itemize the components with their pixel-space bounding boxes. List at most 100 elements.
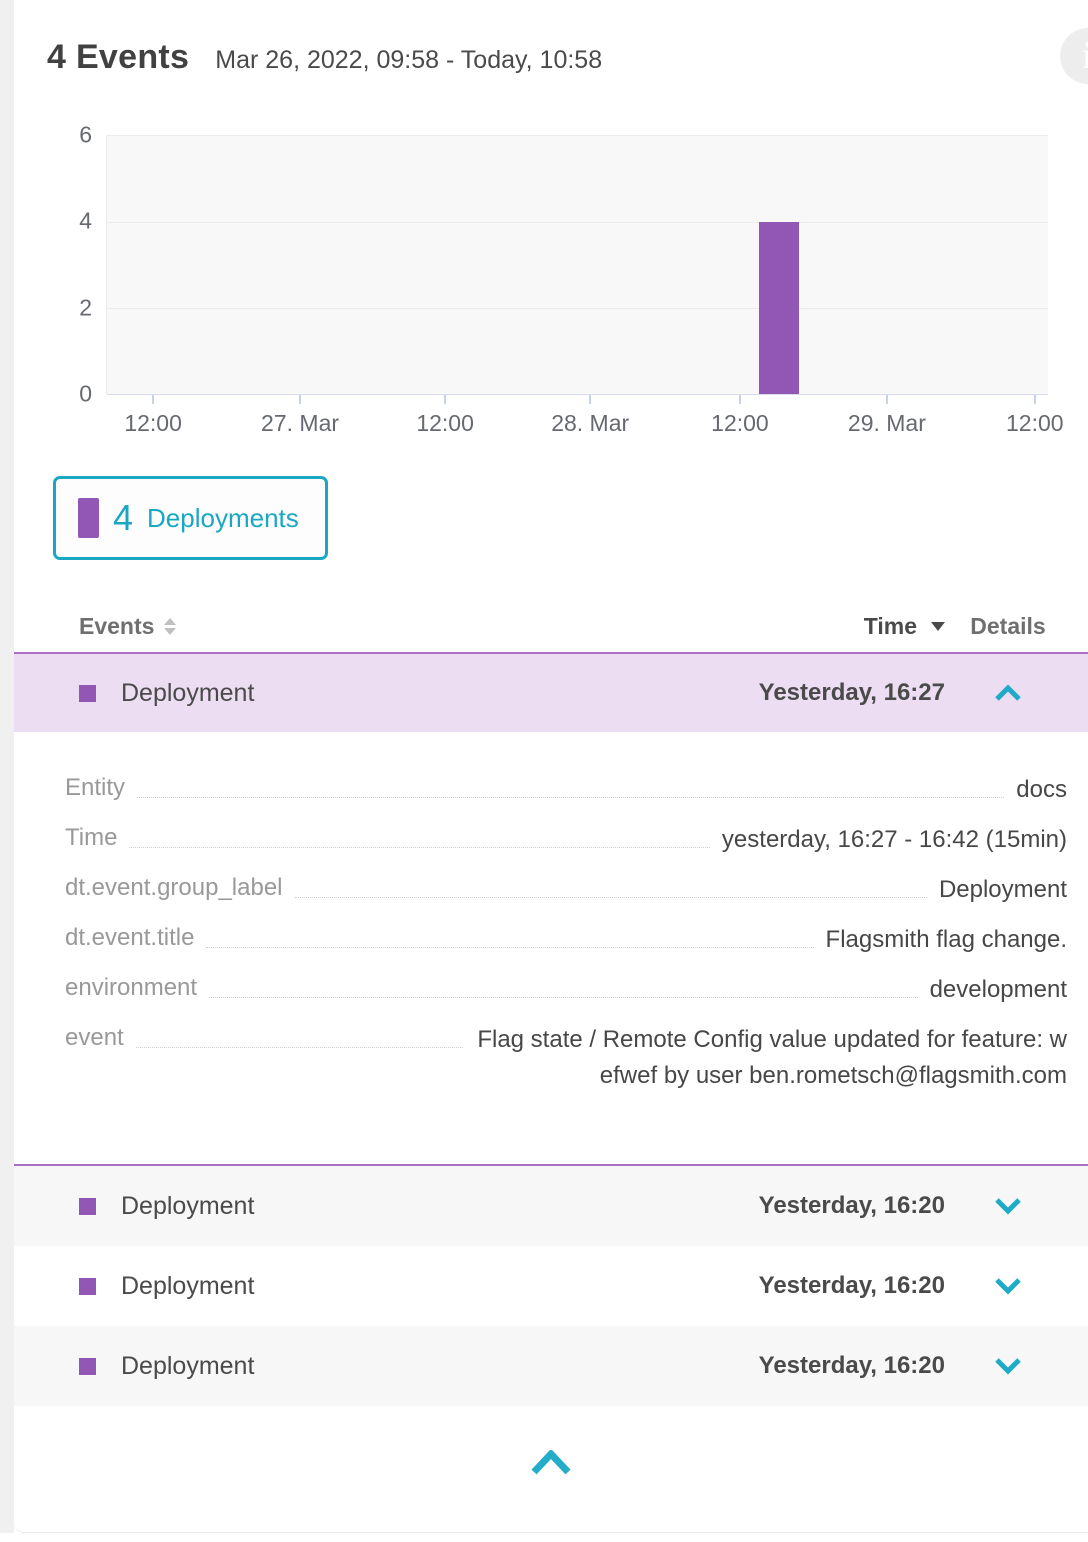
detail-label: environment bbox=[65, 974, 198, 1001]
events-panel: i 4 Events Mar 26, 2022, 09:58 - Today, … bbox=[14, 0, 1088, 1533]
collapse-area bbox=[14, 1444, 1088, 1485]
detail-row: dt.event.group_label Deployment bbox=[65, 872, 1067, 908]
events-table: Events Time Details Deployment Yesterday… bbox=[14, 600, 1088, 1406]
event-cell: Deployment bbox=[79, 679, 719, 708]
legend-label: Deployments bbox=[147, 502, 299, 533]
detail-row: dt.event.title Flagsmith flag change. bbox=[65, 922, 1067, 958]
x-tick-label: 12:00 bbox=[124, 410, 182, 436]
event-time: Yesterday, 16:27 bbox=[758, 679, 945, 706]
event-type-label: Deployment bbox=[121, 678, 255, 707]
y-tick-label: 6 bbox=[79, 121, 92, 148]
gridline bbox=[107, 308, 1048, 310]
details-cell bbox=[949, 1357, 1067, 1375]
legend-deployments[interactable]: 4 Deployments bbox=[53, 476, 328, 560]
detail-label: event bbox=[65, 1024, 124, 1051]
detail-label: dt.event.group_label bbox=[65, 874, 283, 901]
table-row[interactable]: Deployment Yesterday, 16:20 bbox=[14, 1326, 1088, 1406]
event-time: Yesterday, 16:20 bbox=[758, 1352, 945, 1379]
chevron-down-icon[interactable] bbox=[994, 1197, 1022, 1215]
detail-value: Deployment bbox=[938, 876, 1067, 903]
detail-value: Flagsmith flag change. bbox=[825, 926, 1067, 953]
event-details-section: Entity docs Time yesterday, 16:27 - 16:4… bbox=[14, 732, 1088, 1166]
chevron-up-icon[interactable] bbox=[994, 684, 1022, 702]
detail-value: development bbox=[929, 976, 1067, 1003]
x-tick-label: 29. Mar bbox=[847, 410, 926, 436]
sort-asc-icon bbox=[164, 617, 177, 625]
details-cell bbox=[949, 1277, 1067, 1295]
deployment-square-icon bbox=[79, 684, 96, 702]
x-tick-mark bbox=[738, 395, 741, 404]
detail-label: dt.event.title bbox=[65, 924, 195, 951]
x-tick-mark bbox=[152, 395, 155, 404]
events-timeline-chart: 0 2 4 6 12:00 27. Mar 12:00 28. Mar 12:00 29. Ma… bbox=[79, 122, 1063, 437]
sort-desc-icon bbox=[164, 627, 177, 635]
panel-header: 4 Events Mar 26, 2022, 09:58 - Today, 10… bbox=[14, 0, 1088, 77]
chevron-up-icon bbox=[531, 1448, 571, 1475]
deployment-square-icon bbox=[79, 1197, 96, 1215]
deployment-square-icon bbox=[79, 1277, 96, 1295]
page-background-gutter bbox=[0, 0, 14, 1533]
chart-plot-area[interactable] bbox=[106, 135, 1048, 395]
x-tick-label: 28. Mar bbox=[551, 410, 630, 436]
column-header-time[interactable]: Time bbox=[719, 613, 949, 640]
details-cell bbox=[949, 1197, 1067, 1215]
dotted-leader bbox=[209, 972, 918, 998]
table-row[interactable]: Deployment Yesterday, 16:20 bbox=[14, 1166, 1088, 1246]
y-tick-label: 0 bbox=[79, 380, 92, 407]
collapse-panel-button[interactable] bbox=[523, 1444, 579, 1485]
detail-row: Entity docs bbox=[65, 772, 1067, 808]
chart-bar-deployments[interactable] bbox=[759, 222, 800, 394]
page-title: 4 Events bbox=[47, 38, 190, 76]
detail-value: docs bbox=[1016, 776, 1067, 803]
legend-swatch bbox=[78, 498, 99, 538]
timeframe-label: Mar 26, 2022, 09:58 - Today, 10:58 bbox=[215, 46, 603, 74]
detail-row: environment development bbox=[65, 972, 1067, 1008]
x-tick-label: 12:00 bbox=[711, 410, 769, 436]
dotted-leader bbox=[137, 772, 1005, 798]
column-header-events-label: Events bbox=[79, 612, 155, 639]
x-tick-mark bbox=[299, 395, 302, 404]
column-header-time-label: Time bbox=[863, 612, 917, 639]
detail-row: event Flag state / Remote Config value u… bbox=[65, 1022, 1067, 1094]
event-time: Yesterday, 16:20 bbox=[758, 1272, 945, 1299]
details-cell bbox=[949, 684, 1067, 702]
table-header-row: Events Time Details bbox=[14, 600, 1088, 652]
dotted-leader bbox=[294, 872, 927, 898]
dotted-leader bbox=[129, 822, 710, 848]
event-time: Yesterday, 16:20 bbox=[758, 1192, 945, 1219]
y-tick-label: 2 bbox=[79, 294, 92, 321]
detail-row: Time yesterday, 16:27 - 16:42 (15min) bbox=[65, 822, 1067, 858]
column-header-details: Details bbox=[949, 613, 1067, 640]
y-tick-label: 4 bbox=[79, 207, 92, 234]
x-tick-mark bbox=[1033, 395, 1036, 404]
x-tick-mark bbox=[444, 395, 447, 404]
gridline bbox=[107, 222, 1048, 224]
event-cell: Deployment bbox=[79, 1192, 719, 1221]
legend-count: 4 bbox=[113, 497, 134, 538]
x-tick-label: 12:00 bbox=[416, 410, 474, 436]
event-type-label: Deployment bbox=[121, 1191, 255, 1220]
chevron-down-icon[interactable] bbox=[994, 1277, 1022, 1295]
detail-label: Time bbox=[65, 824, 118, 851]
column-header-details-label: Details bbox=[970, 612, 1046, 639]
event-type-label: Deployment bbox=[121, 1351, 255, 1380]
x-tick-mark bbox=[885, 395, 888, 404]
deployment-square-icon bbox=[79, 1357, 96, 1375]
detail-value: yesterday, 16:27 - 16:42 (15min) bbox=[721, 826, 1067, 853]
column-header-events[interactable]: Events bbox=[79, 613, 719, 640]
chart-x-axis: 12:00 27. Mar 12:00 28. Mar 12:00 29. Mar 12:0… bbox=[106, 394, 1064, 444]
dotted-leader bbox=[135, 1022, 463, 1048]
event-cell: Deployment bbox=[79, 1352, 719, 1381]
sort-both-icon bbox=[164, 617, 177, 635]
table-row[interactable]: Deployment Yesterday, 16:20 bbox=[14, 1246, 1088, 1326]
chart-x-axis-line bbox=[107, 394, 1048, 395]
chevron-down-icon[interactable] bbox=[994, 1357, 1022, 1375]
event-cell: Deployment bbox=[79, 1272, 719, 1301]
x-tick-label: 27. Mar bbox=[261, 410, 340, 436]
detail-label: Entity bbox=[65, 774, 126, 801]
sort-active-desc-icon bbox=[931, 621, 945, 631]
x-tick-label: 12:00 bbox=[1006, 410, 1064, 436]
dotted-leader bbox=[206, 922, 814, 948]
event-type-label: Deployment bbox=[121, 1271, 255, 1300]
table-row-expanded[interactable]: Deployment Yesterday, 16:27 bbox=[14, 652, 1088, 732]
